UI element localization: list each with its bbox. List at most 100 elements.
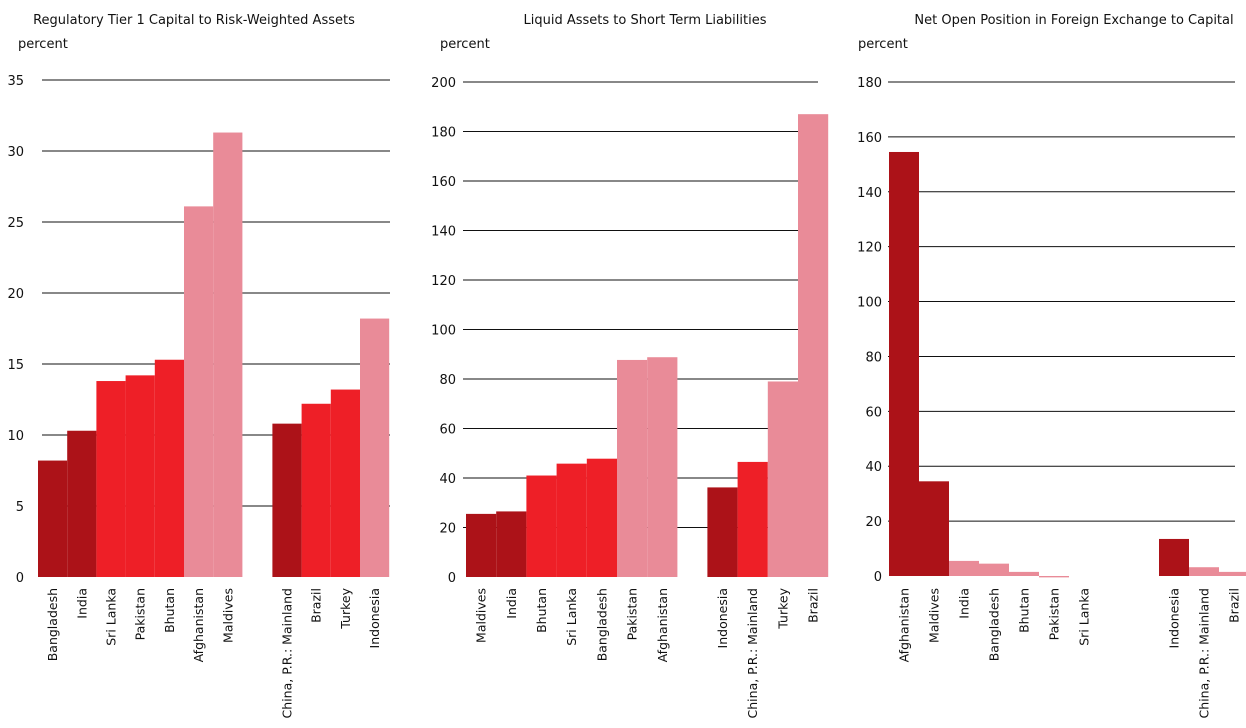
bar[interactable] [184, 206, 213, 577]
y-tick-label: 200 [431, 76, 456, 91]
x-category-label: China, P.R.: Mainland [280, 588, 295, 718]
bar[interactable] [96, 381, 125, 577]
bar[interactable] [331, 390, 360, 577]
x-category-label: Maldives [220, 588, 235, 643]
y-tick-label: 140 [857, 186, 882, 201]
y-tick-label: 180 [431, 126, 456, 141]
bar[interactable] [707, 487, 737, 577]
x-category-label: Afghanistan [897, 588, 912, 662]
bar[interactable] [949, 561, 979, 576]
bar[interactable] [587, 459, 617, 577]
bar[interactable] [889, 152, 919, 576]
x-category-label: Bhutan [162, 588, 177, 633]
x-category-label: Indonesia [715, 588, 730, 648]
x-category-label: Pakistan [1047, 588, 1062, 640]
x-category-label: Bhutan [1017, 588, 1032, 633]
bars [889, 152, 1246, 584]
y-tick-label: 60 [439, 423, 456, 438]
y-tick-label: 80 [865, 350, 882, 365]
x-category-label: Brazil [1227, 588, 1242, 623]
bar[interactable] [126, 375, 155, 577]
bar[interactable] [1159, 539, 1189, 576]
bar[interactable] [466, 514, 496, 577]
bar[interactable] [919, 481, 949, 576]
chart-title: Regulatory Tier 1 Capital to Risk-Weight… [33, 13, 355, 28]
y-tick-label: 160 [431, 175, 456, 190]
y-axis-unit-label: percent [440, 37, 490, 52]
gridlines [888, 82, 1235, 521]
x-category-label: Sri Lanka [104, 588, 119, 646]
bar[interactable] [38, 461, 67, 577]
y-tick-label: 10 [7, 429, 24, 444]
bar[interactable] [526, 476, 556, 577]
y-tick-label: 100 [431, 324, 456, 339]
x-category-label: Afghanistan [191, 588, 206, 662]
x-category-label: Turkey [338, 587, 353, 629]
x-category-label: Indonesia [1167, 588, 1182, 648]
x-category-label: China, P.R.: Mainland [1197, 588, 1212, 718]
x-category-label: Brazil [309, 588, 324, 623]
chart-panel-2: Liquid Assets to Short Term Liabilities p… [431, 13, 828, 718]
bar[interactable] [272, 424, 301, 577]
chart-title: Liquid Assets to Short Term Liabilities [523, 13, 766, 28]
y-tick-label: 60 [865, 405, 882, 420]
y-tick-label: 5 [16, 500, 24, 515]
bar[interactable] [1189, 567, 1219, 576]
y-tick-label: 20 [865, 515, 882, 530]
x-category-label: India [504, 588, 519, 619]
bar[interactable] [1219, 572, 1246, 576]
y-tick-label: 140 [431, 225, 456, 240]
y-tick-label: 160 [857, 131, 882, 146]
x-category-label: Indonesia [367, 588, 382, 648]
x-category-label: Bangladesh [45, 588, 60, 661]
bar[interactable] [768, 381, 798, 577]
x-category-label: Maldives [927, 588, 942, 643]
y-tick-label: 40 [865, 460, 882, 475]
bar[interactable] [979, 564, 1009, 576]
bar[interactable] [155, 360, 184, 577]
y-tick-label: 120 [857, 241, 882, 256]
bar[interactable] [496, 511, 526, 577]
bar[interactable] [617, 360, 647, 577]
y-tick-label: 180 [857, 76, 882, 91]
bars [38, 133, 389, 577]
x-category-label: Pakistan [625, 588, 640, 640]
x-category-label: Turkey [775, 587, 790, 629]
bar[interactable] [1039, 576, 1069, 577]
y-tick-label: 35 [7, 74, 24, 89]
bar[interactable] [647, 357, 677, 577]
y-tick-label: 20 [7, 287, 24, 302]
bar[interactable] [360, 319, 389, 577]
y-axis-unit-label: percent [858, 37, 908, 52]
bar[interactable] [738, 462, 768, 577]
y-tick-label: 40 [439, 472, 456, 487]
y-tick-label: 30 [7, 145, 24, 160]
bar[interactable] [557, 464, 587, 577]
y-tick-label: 15 [7, 358, 24, 373]
y-tick-label: 20 [439, 522, 456, 537]
x-category-label: Bhutan [534, 588, 549, 633]
x-category-label: China, P.R.: Mainland [745, 588, 760, 718]
x-category-label: Sri Lanka [1077, 588, 1092, 646]
bar[interactable] [67, 431, 96, 577]
bar[interactable] [1009, 572, 1039, 576]
y-tick-label: 100 [857, 296, 882, 311]
x-category-label: Afghanistan [655, 588, 670, 662]
x-category-label: Sri Lanka [564, 588, 579, 646]
x-category-label: Brazil [806, 588, 821, 623]
x-category-label: Pakistan [133, 588, 148, 640]
y-tick-label: 25 [7, 216, 24, 231]
bar[interactable] [302, 404, 331, 577]
x-category-label: India [957, 588, 972, 619]
bars [466, 114, 828, 577]
y-tick-label: 120 [431, 274, 456, 289]
chart-title: Net Open Position in Foreign Exchange to… [914, 13, 1233, 28]
x-category-label: Maldives [474, 588, 489, 643]
bar[interactable] [213, 133, 242, 577]
bar[interactable] [798, 114, 828, 577]
